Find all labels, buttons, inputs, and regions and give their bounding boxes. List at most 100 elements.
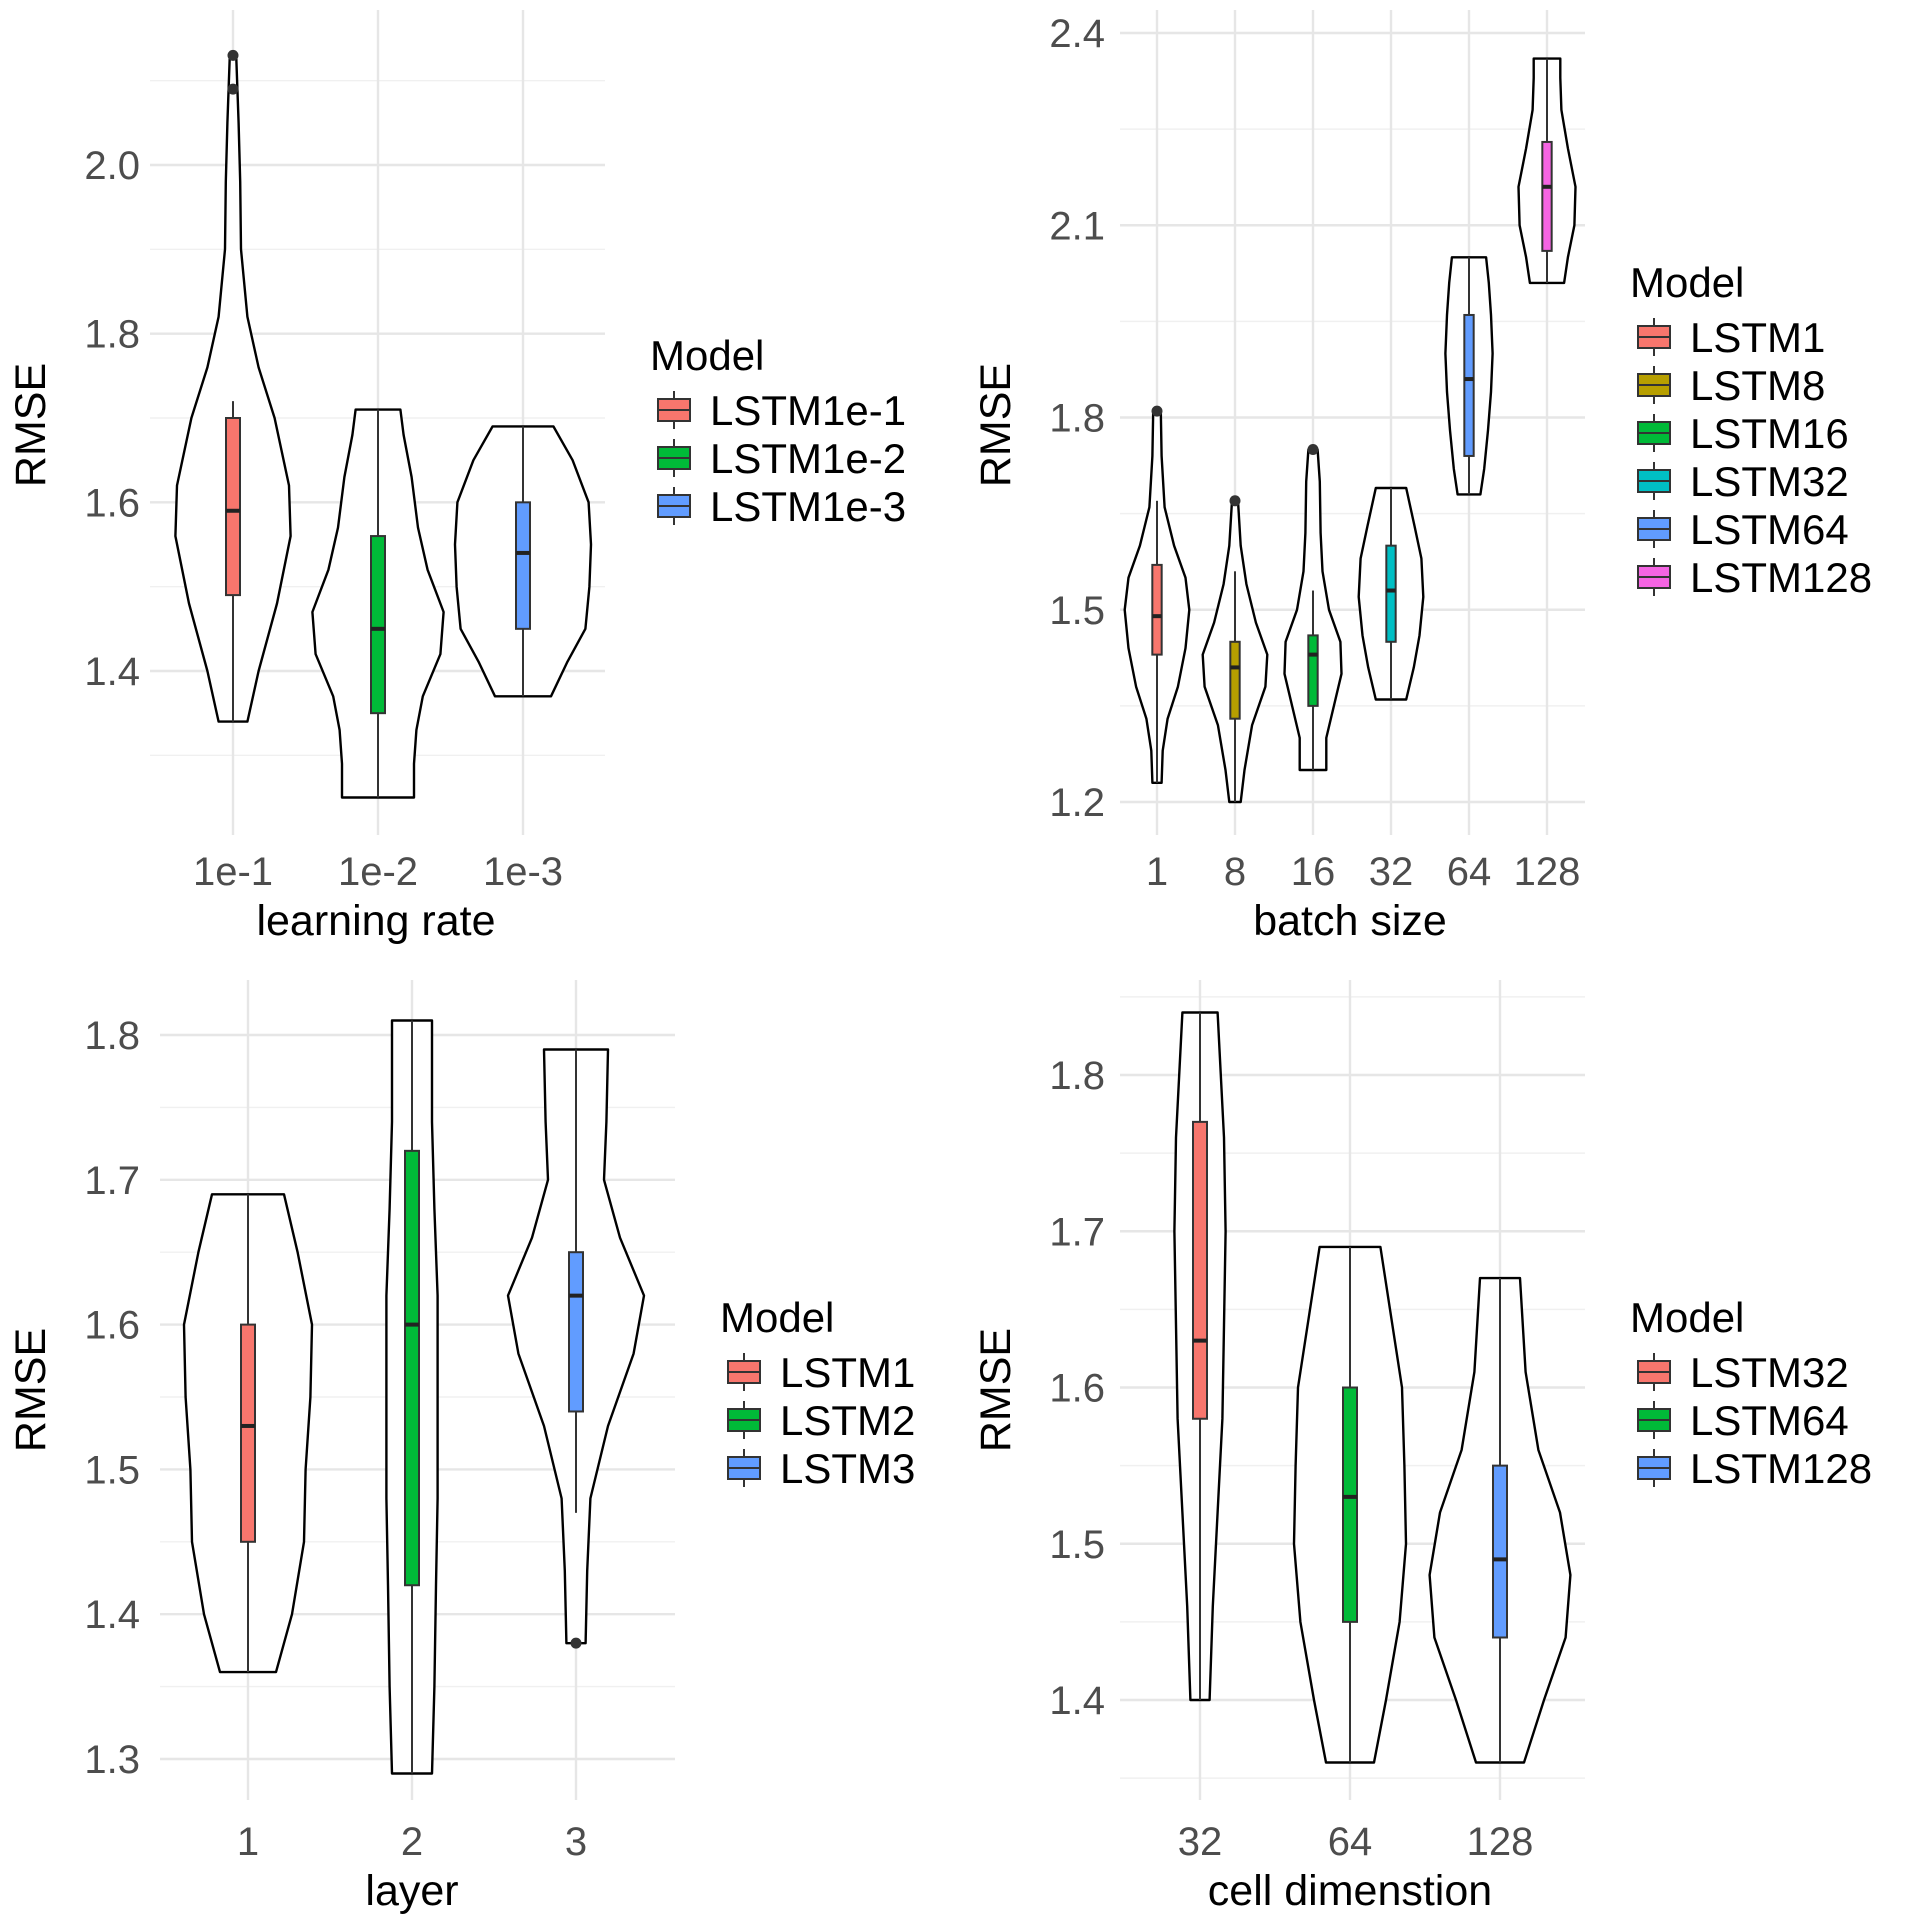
legend-label: LSTM64 [1690, 1397, 1849, 1444]
y-tick-label: 1.6 [1049, 1367, 1105, 1411]
x-tick-label: 1 [237, 1820, 259, 1864]
legend-title: Model [1630, 1294, 1744, 1341]
x-tick-label: 8 [1224, 850, 1246, 894]
x-tick-label: 3 [565, 1820, 587, 1864]
violin-group-LSTM128 [1428, 1276, 1572, 1764]
y-tick-label: 1.4 [84, 650, 140, 694]
x-tick-label: 16 [1291, 850, 1336, 894]
outlier-point [227, 49, 239, 61]
box [1492, 1464, 1508, 1639]
y-tick-label: 1.3 [84, 1738, 140, 1782]
outlier-point [570, 1637, 582, 1649]
chart-panel-3: 1.3 1.4 1.5 1.6 1.7 1.8 1 2 3 layer RMSE Model LSTM1… [7, 980, 915, 1915]
box [1385, 544, 1397, 643]
legend-label: LSTM128 [1690, 554, 1872, 601]
y-axis-title: RMSE [7, 363, 55, 487]
box [1463, 313, 1475, 457]
violin-group-LSTM1e-1 [174, 49, 292, 723]
legend-label: LSTM16 [1690, 410, 1849, 457]
y-tick-label: 2.1 [1049, 204, 1105, 248]
x-axis-title: learning rate [256, 897, 495, 945]
y-tick-label: 1.5 [1049, 589, 1105, 633]
legend-label: LSTM2 [780, 1397, 915, 1444]
violin-group-LSTM32 [1357, 486, 1425, 701]
outlier-point [1151, 405, 1163, 417]
violin-group-LSTM128 [1517, 57, 1577, 285]
y-tick-label: 1.6 [84, 481, 140, 525]
x-tick-label: 1e-1 [193, 850, 273, 894]
y-tick-label: 1.5 [84, 1448, 140, 1492]
box [1229, 640, 1241, 720]
y-tick-label: 1.4 [84, 1593, 140, 1637]
x-tick-label: 1 [1146, 850, 1168, 894]
box [1342, 1386, 1358, 1623]
y-tick-label: 1.8 [84, 313, 140, 357]
x-axis-title: layer [365, 1867, 458, 1915]
y-tick-label: 1.2 [1049, 781, 1105, 825]
y-axis-title: RMSE [7, 1328, 55, 1452]
x-tick-label: 64 [1328, 1820, 1373, 1864]
legend-label: LSTM1 [780, 1349, 915, 1396]
box [515, 501, 531, 630]
y-axis-title: RMSE [972, 363, 1020, 487]
violin-group-LSTM64 [1444, 256, 1494, 496]
violin-group-LSTM8 [1201, 495, 1269, 804]
legend-label: LSTM1 [1690, 314, 1825, 361]
legend-label: LSTM128 [1690, 1445, 1872, 1492]
legend-label: LSTM3 [780, 1445, 915, 1492]
outlier-point [1229, 495, 1241, 507]
legend-label: LSTM1e-3 [710, 483, 906, 530]
legend-title: Model [1630, 259, 1744, 306]
x-axis-title: batch size [1253, 897, 1447, 945]
legend-label: LSTM64 [1690, 506, 1849, 553]
legend-label: LSTM32 [1690, 1349, 1849, 1396]
violin-group-LSTM32 [1173, 1011, 1227, 1702]
box [404, 1149, 420, 1587]
box [1192, 1120, 1208, 1420]
x-tick-label: 32 [1178, 1820, 1223, 1864]
box [1541, 140, 1553, 252]
y-tick-label: 1.7 [1049, 1210, 1105, 1254]
y-tick-label: 2.0 [84, 144, 140, 188]
box [370, 535, 386, 715]
box [240, 1323, 256, 1543]
chart-panel-2: 1.2 1.5 1.8 2.1 2.4 1 8 16 32 64 128 batch size RMSE… [972, 10, 1872, 945]
y-tick-label: 1.8 [84, 1014, 140, 1058]
legend-label: LSTM1e-1 [710, 387, 906, 434]
violin-group-LSTM16 [1283, 444, 1343, 772]
box [1151, 563, 1163, 656]
outlier-point [1307, 444, 1319, 456]
legend-label: LSTM32 [1690, 458, 1849, 505]
legend-title: Model [650, 332, 764, 379]
y-tick-label: 2.4 [1049, 12, 1105, 56]
x-tick-label: 1e-3 [483, 850, 563, 894]
y-tick-label: 1.5 [1049, 1523, 1105, 1567]
violin-group-LSTM1 [1123, 405, 1191, 784]
y-axis-title: RMSE [972, 1328, 1020, 1452]
y-tick-label: 1.8 [1049, 397, 1105, 441]
violin-group-LSTM3 [506, 1048, 646, 1649]
x-tick-label: 128 [1514, 850, 1581, 894]
violin-group-LSTM1e-2 [311, 408, 445, 799]
y-tick-label: 1.6 [84, 1304, 140, 1348]
x-tick-label: 64 [1447, 850, 1492, 894]
x-tick-label: 1e-2 [338, 850, 418, 894]
legend-title: Model [720, 1294, 834, 1341]
box [225, 417, 241, 597]
violin-group-LSTM1 [182, 1193, 314, 1674]
y-tick-label: 1.8 [1049, 1054, 1105, 1098]
x-axis-title: cell dimenstion [1208, 1867, 1492, 1915]
x-tick-label: 128 [1467, 1820, 1534, 1864]
y-tick-label: 1.7 [84, 1159, 140, 1203]
x-tick-label: 2 [401, 1820, 423, 1864]
violin-group-LSTM2 [385, 1019, 439, 1775]
box [1307, 634, 1319, 707]
legend-label: LSTM8 [1690, 362, 1825, 409]
